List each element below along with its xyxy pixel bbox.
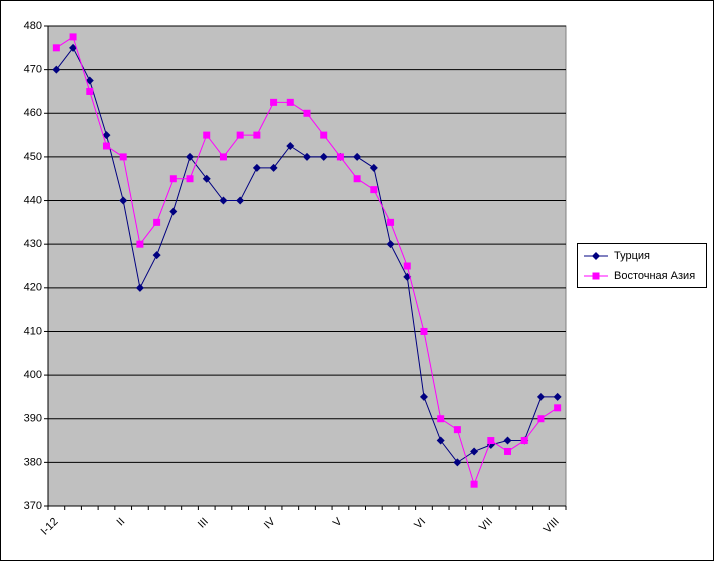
marker bbox=[504, 447, 512, 455]
marker bbox=[437, 415, 445, 423]
marker bbox=[186, 152, 195, 161]
marker bbox=[153, 218, 161, 226]
marker bbox=[303, 109, 311, 117]
marker bbox=[186, 175, 194, 183]
marker bbox=[353, 175, 361, 183]
marker bbox=[403, 262, 411, 270]
marker bbox=[386, 240, 395, 249]
marker bbox=[69, 33, 77, 41]
y-tick-label: 480 bbox=[24, 20, 42, 32]
marker bbox=[319, 152, 328, 161]
legend-label: Турция bbox=[614, 250, 650, 262]
marker bbox=[387, 218, 395, 226]
marker bbox=[52, 44, 60, 52]
marker bbox=[286, 98, 294, 106]
legend bbox=[577, 243, 707, 288]
y-tick-label: 440 bbox=[24, 194, 42, 206]
marker bbox=[286, 142, 295, 150]
marker bbox=[503, 436, 512, 445]
marker bbox=[102, 131, 111, 140]
marker bbox=[470, 447, 479, 456]
plot-area bbox=[47, 25, 567, 507]
marker bbox=[320, 131, 328, 139]
y-tick-label: 420 bbox=[24, 282, 42, 294]
marker bbox=[169, 175, 177, 183]
y-tick-label: 380 bbox=[24, 456, 42, 468]
marker bbox=[236, 131, 244, 139]
marker bbox=[219, 153, 227, 161]
marker bbox=[592, 252, 600, 260]
y-tick-label: 460 bbox=[24, 107, 42, 119]
marker bbox=[102, 142, 110, 150]
marker bbox=[592, 272, 600, 280]
y-tick-label: 410 bbox=[24, 325, 42, 337]
marker bbox=[152, 251, 161, 260]
marker bbox=[86, 87, 94, 95]
legend-label: Восточная Азия bbox=[614, 270, 695, 282]
marker bbox=[520, 437, 528, 445]
y-tick-label: 450 bbox=[24, 151, 42, 163]
marker bbox=[85, 76, 94, 85]
marker bbox=[236, 196, 245, 205]
y-tick-label: 400 bbox=[24, 369, 42, 381]
y-tick-label: 430 bbox=[24, 238, 42, 250]
marker bbox=[52, 65, 61, 74]
marker bbox=[353, 152, 362, 161]
marker bbox=[553, 392, 562, 401]
marker bbox=[487, 437, 495, 445]
marker bbox=[219, 196, 228, 205]
marker bbox=[537, 415, 545, 423]
marker bbox=[253, 131, 261, 139]
marker bbox=[269, 163, 278, 172]
marker bbox=[554, 404, 562, 412]
marker bbox=[136, 240, 144, 248]
marker bbox=[303, 152, 311, 161]
marker bbox=[453, 458, 462, 467]
marker bbox=[252, 163, 261, 172]
marker bbox=[370, 186, 378, 194]
marker bbox=[202, 174, 211, 183]
marker bbox=[119, 196, 128, 205]
marker bbox=[436, 436, 445, 445]
marker bbox=[119, 153, 127, 161]
marker bbox=[453, 426, 461, 434]
marker bbox=[470, 480, 478, 488]
marker bbox=[336, 153, 344, 161]
marker bbox=[69, 43, 78, 52]
marker bbox=[420, 327, 428, 335]
marker bbox=[270, 98, 278, 106]
marker bbox=[369, 163, 378, 172]
marker bbox=[169, 207, 178, 216]
marker bbox=[419, 392, 428, 401]
marker bbox=[135, 283, 144, 292]
y-tick-label: 370 bbox=[24, 500, 42, 512]
y-tick-label: 390 bbox=[24, 413, 42, 425]
marker bbox=[203, 131, 211, 139]
y-tick-label: 470 bbox=[24, 64, 42, 76]
marker bbox=[536, 392, 545, 401]
